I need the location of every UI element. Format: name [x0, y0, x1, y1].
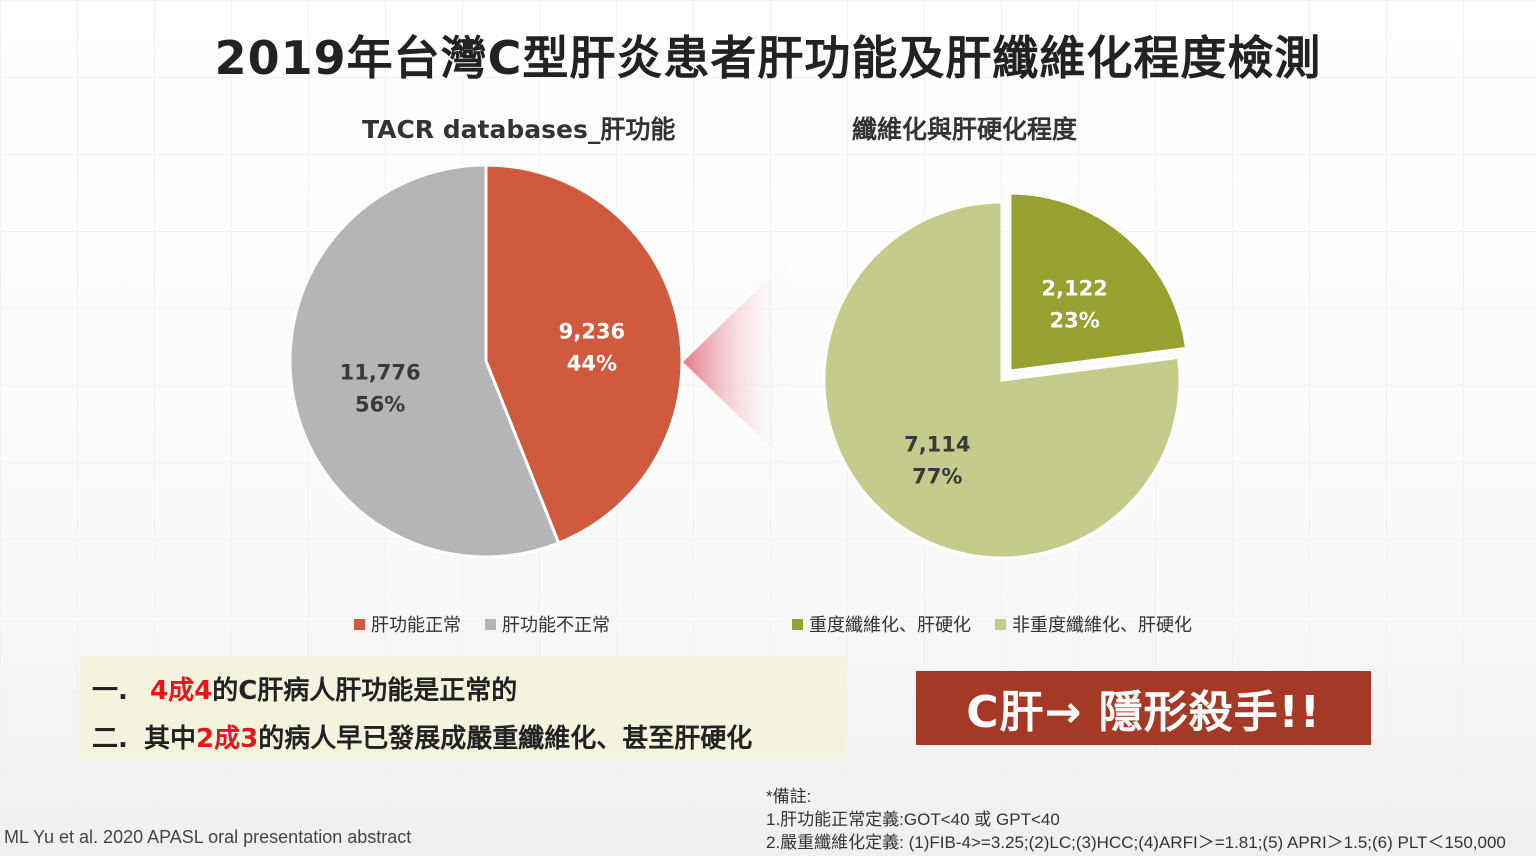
citation: ML Yu et al. 2020 APASL oral presentatio…: [4, 827, 412, 847]
footnote-header: *備註:: [766, 787, 812, 806]
right-slice-0-value-label: 2,122: [1041, 277, 1107, 301]
left-legend: 肝功能正常 肝功能不正常: [354, 611, 610, 637]
left-slice-0-value-label: 9,236: [559, 320, 625, 344]
legend-label-abnormal: 肝功能不正常: [502, 615, 610, 636]
legend-label-non-severe: 非重度纖維化、肝硬化: [1012, 615, 1192, 636]
page-title: 2019年台灣C型肝炎患者肝功能及肝纖維化程度檢測: [214, 31, 1322, 85]
legend-item-normal: 肝功能正常: [354, 611, 461, 637]
callout-banner: C肝→ 隱形殺手!!: [916, 671, 1371, 745]
summary-bullet-1: 一.: [92, 676, 128, 706]
legend-label-normal: 肝功能正常: [371, 615, 461, 636]
summary-highlight-2: 2成3: [196, 724, 259, 754]
summary-line-2: 二. 其中2成3的病人早已發展成嚴重纖維化、甚至肝硬化: [92, 718, 752, 755]
legend-swatch-non-severe: [995, 618, 1006, 630]
right-slice-1: [822, 200, 1182, 560]
footnotes: *備註: 1.肝功能正常定義:GOT<40 或 GPT<40 2.嚴重纖維化定義…: [766, 785, 1506, 854]
right-slice-0-percent-label: 23%: [1049, 309, 1099, 333]
footnote-1: 1.肝功能正常定義:GOT<40 或 GPT<40: [766, 810, 1060, 829]
left-slice-0-percent-label: 44%: [567, 352, 617, 376]
summary-pre-2: 其中: [144, 724, 197, 754]
summary-text-1: 的C肝病人肝功能是正常的: [212, 676, 518, 706]
legend-swatch-severe: [792, 618, 803, 630]
summary-box: 一. 4成4的C肝病人肝功能是正常的 二. 其中2成3的病人早已發展成嚴重纖維化…: [80, 656, 846, 758]
right-chart-title: 纖維化與肝硬化程度: [852, 115, 1078, 144]
legend-label-severe: 重度纖維化、肝硬化: [809, 615, 971, 636]
summary-bullet-2: 二.: [92, 724, 128, 754]
connector-wedge: [683, 258, 790, 466]
right-slice-1-percent-label: 77%: [912, 464, 962, 488]
summary-highlight-1: 4成4: [150, 676, 213, 706]
left-slice-1-value-label: 11,776: [340, 360, 421, 384]
legend-item-non-severe: 非重度纖維化、肝硬化: [995, 611, 1192, 637]
legend-item-abnormal: 肝功能不正常: [485, 611, 610, 637]
summary-line-1: 一. 4成4的C肝病人肝功能是正常的: [92, 670, 517, 707]
right-slice-0: [1008, 191, 1189, 373]
legend-swatch-normal: [354, 618, 365, 630]
legend-item-severe: 重度纖維化、肝硬化: [792, 611, 971, 637]
legend-swatch-abnormal: [485, 618, 496, 630]
summary-text-2: 的病人早已發展成嚴重纖維化、甚至肝硬化: [258, 724, 753, 754]
left-slice-0: [484, 163, 684, 545]
left-chart-title: TACR databases_肝功能: [362, 115, 676, 144]
left-slice-1-percent-label: 56%: [355, 392, 405, 416]
left-slice-1: [288, 163, 561, 559]
footnote-2: 2.嚴重纖維化定義: (1)FIB-4>=3.25;(2)LC;(3)HCC;(…: [766, 833, 1506, 852]
right-legend: 重度纖維化、肝硬化 非重度纖維化、肝硬化: [792, 611, 1192, 637]
right-slice-1-value-label: 7,114: [904, 432, 970, 456]
